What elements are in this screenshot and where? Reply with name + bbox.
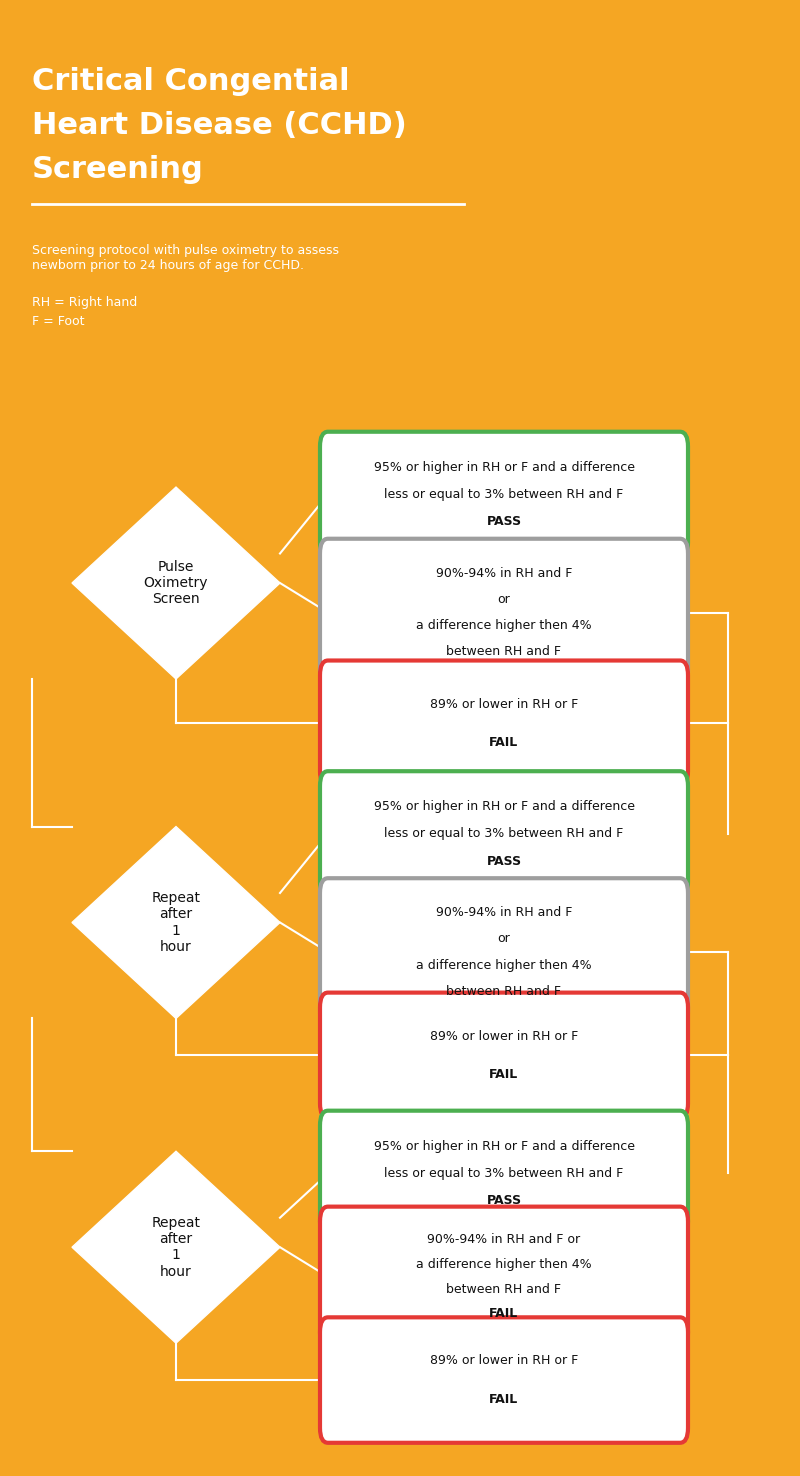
Text: a difference higher then 4%: a difference higher then 4%	[416, 958, 592, 971]
Text: Pulse
Oximetry
Screen: Pulse Oximetry Screen	[144, 559, 208, 607]
Text: between RH and F: between RH and F	[446, 645, 562, 658]
Text: or: or	[498, 593, 510, 607]
Text: less or equal to 3% between RH and F: less or equal to 3% between RH and F	[384, 828, 624, 840]
Text: a difference higher then 4%: a difference higher then 4%	[416, 618, 592, 632]
FancyBboxPatch shape	[320, 661, 688, 785]
FancyBboxPatch shape	[320, 993, 688, 1119]
Polygon shape	[72, 1151, 280, 1343]
Text: Screening protocol with pulse oximetry to assess
newborn prior to 24 hours of ag: Screening protocol with pulse oximetry t…	[32, 244, 339, 272]
FancyBboxPatch shape	[320, 432, 688, 558]
Text: 95% or higher in RH or F and a difference: 95% or higher in RH or F and a differenc…	[374, 800, 634, 813]
Text: FAIL: FAIL	[490, 1308, 518, 1320]
FancyBboxPatch shape	[320, 772, 688, 897]
Text: 90%-94% in RH and F or: 90%-94% in RH and F or	[427, 1234, 581, 1246]
Text: between RH and F: between RH and F	[446, 1283, 562, 1296]
Text: between RH and F: between RH and F	[446, 984, 562, 998]
FancyBboxPatch shape	[320, 1317, 688, 1444]
Text: FAIL: FAIL	[490, 1393, 518, 1405]
Text: Repeat
after
1
hour: Repeat after 1 hour	[151, 892, 201, 953]
Text: F = Foot: F = Foot	[32, 316, 85, 328]
Text: Repeat
after
1
hour: Repeat after 1 hour	[151, 1216, 201, 1278]
FancyBboxPatch shape	[320, 1207, 688, 1346]
Polygon shape	[72, 827, 280, 1018]
FancyBboxPatch shape	[320, 1111, 688, 1237]
Text: 95% or higher in RH or F and a difference: 95% or higher in RH or F and a differenc…	[374, 461, 634, 474]
Text: PASS: PASS	[486, 515, 522, 528]
Text: less or equal to 3% between RH and F: less or equal to 3% between RH and F	[384, 489, 624, 500]
Text: 90%-94% in RH and F: 90%-94% in RH and F	[436, 906, 572, 920]
Polygon shape	[72, 487, 280, 679]
Text: 90%-94% in RH and F: 90%-94% in RH and F	[436, 567, 572, 580]
Text: Critical Congential: Critical Congential	[32, 66, 350, 96]
Text: or: or	[498, 933, 510, 946]
Text: PASS: PASS	[486, 1194, 522, 1207]
Text: FAIL: FAIL	[490, 737, 518, 748]
Text: 89% or lower in RH or F: 89% or lower in RH or F	[430, 1030, 578, 1042]
Text: 89% or lower in RH or F: 89% or lower in RH or F	[430, 698, 578, 710]
FancyBboxPatch shape	[320, 539, 688, 686]
FancyBboxPatch shape	[320, 878, 688, 1026]
Text: 95% or higher in RH or F and a difference: 95% or higher in RH or F and a differenc…	[374, 1139, 634, 1153]
Text: Screening: Screening	[32, 155, 204, 184]
Text: PASS: PASS	[486, 855, 522, 868]
Text: 89% or lower in RH or F: 89% or lower in RH or F	[430, 1355, 578, 1367]
Text: Heart Disease (CCHD): Heart Disease (CCHD)	[32, 111, 406, 140]
Text: a difference higher then 4%: a difference higher then 4%	[416, 1258, 592, 1271]
Text: FAIL: FAIL	[490, 1069, 518, 1080]
Text: less or equal to 3% between RH and F: less or equal to 3% between RH and F	[384, 1168, 624, 1179]
Text: RH = Right hand: RH = Right hand	[32, 297, 138, 308]
